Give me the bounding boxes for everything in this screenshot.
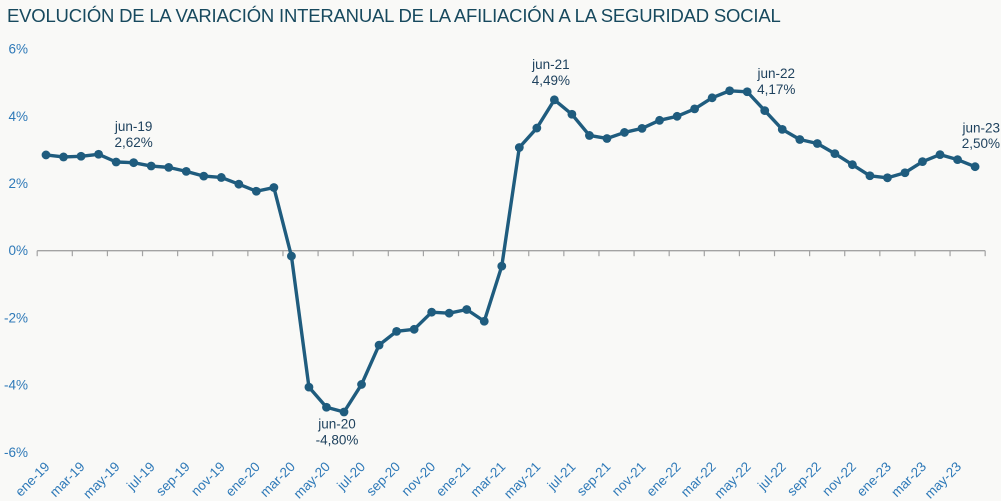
data-point [514, 143, 524, 152]
data-point [883, 173, 892, 183]
data-point [304, 382, 314, 392]
data-point [777, 125, 787, 134]
data-point [742, 87, 752, 97]
annotation-jun-19: jun-19 [114, 119, 153, 134]
x-tick-label: sep-19 [153, 459, 193, 499]
data-point [94, 149, 103, 159]
y-tick-label: 0% [8, 243, 28, 258]
annotation-jun-22: jun-22 [756, 66, 795, 81]
data-point [812, 139, 822, 148]
data-point [287, 251, 296, 261]
data-point [900, 168, 910, 178]
x-tick-label: sep-20 [363, 459, 403, 499]
data-point [795, 135, 805, 144]
x-tick-label: nov-20 [398, 459, 438, 499]
x-tick-label: ene-20 [223, 459, 263, 499]
data-point [760, 106, 770, 115]
data-point [374, 340, 384, 350]
annotation-jun-23: 2,50% [962, 136, 1000, 151]
annotation-jun-19: 2,62% [115, 135, 153, 150]
chart-title: EVOLUCIÓN DE LA VARIACIÓN INTERANUAL DE … [7, 5, 781, 26]
data-point [672, 111, 682, 121]
x-tick-label: ene-19 [12, 459, 52, 499]
x-tick-label: mar-19 [47, 459, 88, 500]
x-tick-label: may-19 [80, 459, 122, 501]
data-point [497, 261, 507, 271]
data-point [251, 186, 261, 196]
x-tick-label: nov-21 [609, 459, 649, 499]
data-point [181, 167, 191, 176]
data-point [935, 150, 945, 160]
annotation-jun-23: jun-23 [961, 121, 1000, 136]
data-point [339, 407, 349, 417]
x-tick-label: sep-21 [574, 459, 614, 499]
data-point [602, 134, 612, 143]
annotation-jun-20: -4,80% [316, 432, 359, 447]
y-tick-label: -4% [4, 378, 28, 393]
data-point [707, 93, 717, 103]
data-point [59, 152, 68, 162]
x-tick-label: nov-19 [188, 459, 228, 499]
y-tick-label: -2% [4, 310, 28, 325]
x-tick-label: may-20 [291, 459, 333, 501]
y-tick-label: 4% [8, 109, 28, 124]
x-tick-label: mar-20 [257, 459, 298, 500]
data-point [146, 161, 156, 171]
annotation-jun-21: jun-21 [531, 57, 570, 72]
data-point [216, 173, 226, 182]
data-point [690, 104, 700, 114]
annotation-jun-20: jun-20 [317, 416, 356, 431]
y-tick-label: -6% [4, 445, 28, 460]
data-point [532, 123, 542, 133]
y-tick-label: 2% [8, 176, 28, 191]
x-tick-label: may-23 [922, 459, 964, 501]
data-point [970, 162, 980, 172]
x-tick-label: nov-22 [819, 459, 859, 499]
x-tick-label: ene-22 [643, 459, 683, 499]
data-point [164, 162, 174, 172]
data-point [585, 131, 594, 140]
data-point [865, 171, 875, 181]
y-tick-label: 6% [8, 42, 28, 57]
data-point [322, 402, 331, 412]
data-point [830, 149, 840, 158]
data-point [620, 128, 629, 137]
data-point [234, 179, 244, 189]
data-point [953, 155, 962, 165]
x-tick-label: ene-21 [433, 459, 473, 499]
annotation-jun-21: 4,49% [532, 73, 570, 88]
data-point [111, 157, 121, 167]
data-point [427, 307, 437, 317]
data-point [479, 316, 489, 326]
x-tick-label: sep-22 [784, 459, 824, 499]
data-point [725, 86, 735, 96]
data-point [41, 150, 51, 160]
data-point [655, 115, 664, 125]
data-point [847, 160, 857, 170]
x-tick-label: mar-23 [888, 459, 929, 500]
data-point [409, 324, 419, 334]
x-tick-label: may-21 [501, 459, 543, 501]
data-point [567, 109, 577, 119]
x-tick-label: mar-21 [468, 459, 509, 500]
data-point [637, 123, 647, 133]
data-point [462, 305, 472, 314]
data-point [444, 308, 454, 318]
annotation-jun-22: 4,17% [757, 82, 795, 97]
data-point [549, 95, 559, 105]
data-point [129, 158, 139, 168]
x-tick-label: ene-23 [854, 459, 894, 499]
data-point [357, 380, 366, 389]
x-tick-label: may-22 [711, 459, 753, 501]
x-tick-label: mar-22 [678, 459, 719, 500]
data-point [199, 171, 209, 181]
data-point [918, 157, 927, 167]
data-point [76, 151, 86, 161]
data-point [392, 326, 401, 336]
data-point [269, 183, 279, 192]
